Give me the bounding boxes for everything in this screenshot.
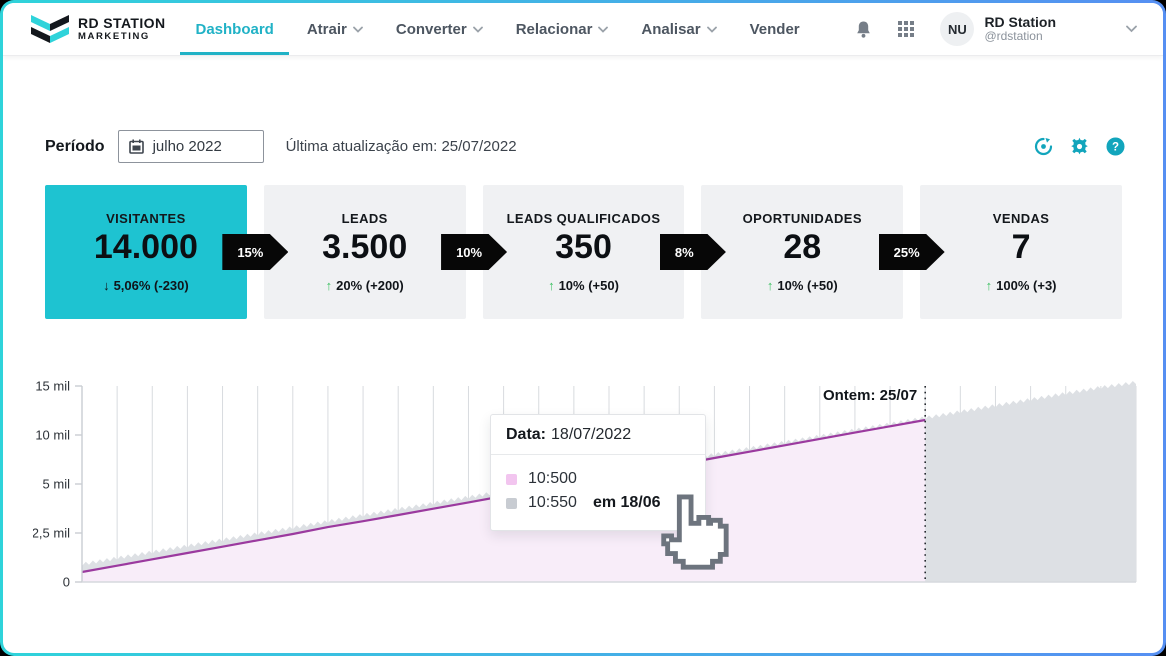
- gray-swatch: [506, 497, 517, 509]
- period-picker[interactable]: julho 2022: [117, 130, 264, 163]
- account-name: RD Station: [984, 14, 1056, 31]
- dashboard-page: RD STATION MARKETING Dashboard Atrair Co…: [3, 3, 1163, 653]
- brand-product: MARKETING: [78, 31, 150, 43]
- nav-atrair[interactable]: Atrair: [307, 3, 363, 55]
- last-update-text: Última atualização em: 25/07/2022: [285, 138, 517, 155]
- brand-name: RD STATION: [78, 15, 166, 32]
- card-delta: ↑ 100% (+3): [985, 277, 1057, 293]
- account-menu[interactable]: NU RD Station @rdstation: [940, 12, 1056, 46]
- card-title: LEADS QUALIFICADOS: [506, 211, 661, 227]
- card-vendas[interactable]: VENDAS 7 ↑ 100% (+3): [920, 185, 1122, 319]
- arrow-up-icon: ↑: [985, 277, 993, 293]
- card-oportunidades[interactable]: OPORTUNIDADES 28 ↑ 10% (+50): [701, 185, 904, 319]
- card-title: VENDAS: [992, 211, 1050, 227]
- account-handle: @rdstation: [984, 29, 1043, 44]
- chevron-down-icon: [352, 26, 363, 33]
- rd-station-logo[interactable]: RD STATION MARKETING: [31, 14, 165, 44]
- tooltip-date-value: 18/07/2022: [551, 426, 632, 443]
- card-value: 14.000: [93, 228, 198, 267]
- period-label: Período: [45, 137, 105, 155]
- nav-vender[interactable]: Vender: [749, 20, 800, 38]
- card-delta: ↑ 10% (+50): [548, 277, 619, 293]
- svg-text:5 mil: 5 mil: [43, 477, 71, 492]
- svg-text:15 mil: 15 mil: [35, 379, 70, 394]
- card-visitantes[interactable]: VISITANTES 14.000 ↓ 5,06% (-230): [45, 185, 247, 319]
- period-value: julho 2022: [152, 138, 222, 155]
- period-toolbar: Período julho 2022 Última atualização em…: [45, 130, 1125, 163]
- svg-text:Ontem: 25/07: Ontem: 25/07: [823, 387, 917, 404]
- arrow-up-icon: ↑: [548, 277, 555, 293]
- card-value: 350: [555, 228, 612, 267]
- svg-text:?: ?: [1112, 142, 1119, 154]
- arrow-down-icon: ↓: [103, 277, 110, 293]
- app-grid-icon[interactable]: [898, 21, 915, 37]
- settings-gear-icon[interactable]: [1070, 137, 1089, 156]
- card-leads-qualificados[interactable]: LEADS QUALIFICADOS 350 ↑ 10% (+50): [482, 185, 685, 319]
- chart-tooltip: Data: 18/07/2022 10:500 10:550 em 18/06: [490, 414, 706, 531]
- nav-converter[interactable]: Converter: [396, 3, 483, 55]
- tooltip-date-label: Data:: [506, 426, 547, 443]
- tooltip-row-current: 10:500: [506, 470, 690, 488]
- header-right: NU RD Station @rdstation: [855, 12, 1137, 46]
- rd-station-logo-icon: [31, 15, 69, 43]
- arrow-up-icon: ↑: [325, 277, 333, 293]
- chevron-down-icon: [706, 26, 717, 33]
- funnel-cards: VISITANTES 14.000 ↓ 5,06% (-230) LEADS 3.…: [45, 185, 1122, 319]
- tooltip-row-comparison: 10:550 em 18/06: [506, 494, 690, 512]
- nav-dashboard[interactable]: Dashboard: [180, 3, 290, 55]
- chevron-down-icon: [472, 26, 483, 33]
- card-value: 3.500: [322, 228, 408, 267]
- goal-icon[interactable]: [1034, 137, 1053, 156]
- card-title: OPORTUNIDADES: [742, 211, 862, 227]
- card-delta: ↓ 5,06% (-230): [103, 277, 189, 293]
- top-navbar: RD STATION MARKETING Dashboard Atrair Co…: [3, 3, 1163, 56]
- card-delta: ↑ 10% (+50): [766, 277, 838, 293]
- nav-relacionar[interactable]: Relacionar: [516, 3, 609, 55]
- arrow-up-icon: ↑: [766, 277, 774, 293]
- card-title: LEADS: [341, 211, 388, 227]
- avatar: NU: [940, 12, 975, 46]
- svg-text:2,5 mil: 2,5 mil: [33, 526, 70, 541]
- card-value: 28: [783, 228, 822, 267]
- calendar-icon: [128, 139, 144, 154]
- svg-text:0: 0: [63, 575, 70, 590]
- chevron-down-icon: [598, 26, 609, 33]
- card-title: VISITANTES: [106, 211, 186, 227]
- help-icon[interactable]: ?: [1106, 137, 1125, 156]
- main-nav: Dashboard Atrair Converter Relacionar An…: [180, 3, 800, 55]
- bell-icon[interactable]: [855, 20, 872, 39]
- toolbar-actions: ?: [1034, 137, 1125, 156]
- card-delta: ↑ 20% (+200): [325, 277, 404, 293]
- account-chevron-down-icon[interactable]: [1126, 25, 1137, 33]
- card-leads[interactable]: LEADS 3.500 ↑ 20% (+200): [263, 185, 466, 319]
- nav-analisar[interactable]: Analisar: [641, 3, 717, 55]
- svg-text:10 mil: 10 mil: [35, 428, 70, 443]
- card-value: 7: [1011, 228, 1031, 267]
- pink-swatch: [506, 473, 517, 485]
